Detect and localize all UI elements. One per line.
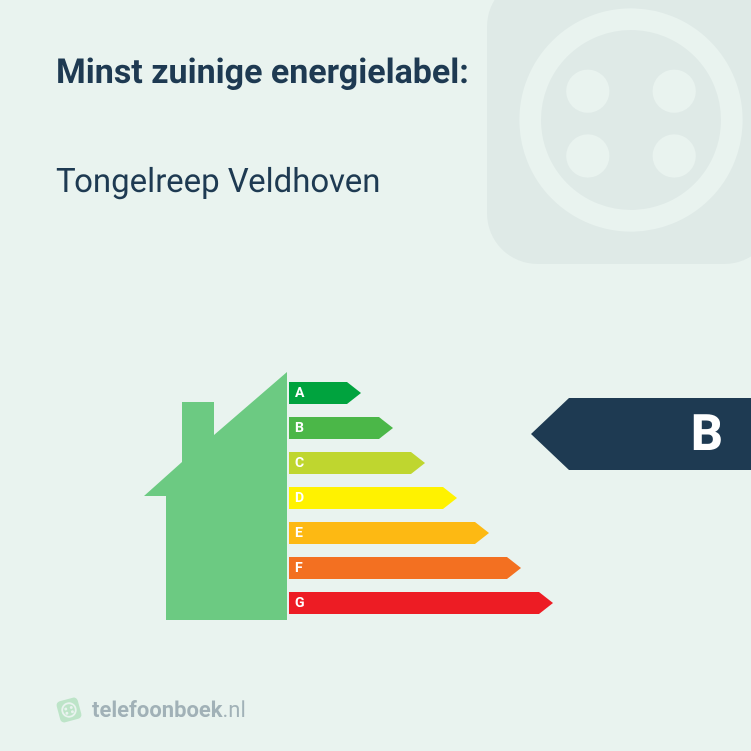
bar-letter: D: [295, 481, 304, 515]
page-title: Minst zuinige energielabel:: [56, 52, 469, 92]
footer-text: telefoonboek.nl: [92, 698, 246, 723]
bar-letter: E: [295, 516, 303, 550]
footer-logo-icon: [53, 694, 85, 726]
footer-tld: .nl: [223, 698, 246, 723]
house-icon: [144, 372, 290, 622]
footer: telefoonboek.nl: [56, 697, 246, 723]
bar-letter: F: [295, 551, 303, 585]
selected-label: B: [531, 398, 751, 470]
bar-letter: C: [295, 446, 304, 480]
selected-letter: B: [691, 398, 723, 470]
bar-letter: B: [295, 411, 304, 445]
bar-letter: A: [295, 376, 304, 410]
watermark-icon: [451, 0, 751, 300]
bar-letter: G: [295, 586, 305, 620]
footer-brand: telefoonboek: [92, 698, 223, 723]
location-name: Tongelreep Veldhoven: [56, 162, 380, 201]
